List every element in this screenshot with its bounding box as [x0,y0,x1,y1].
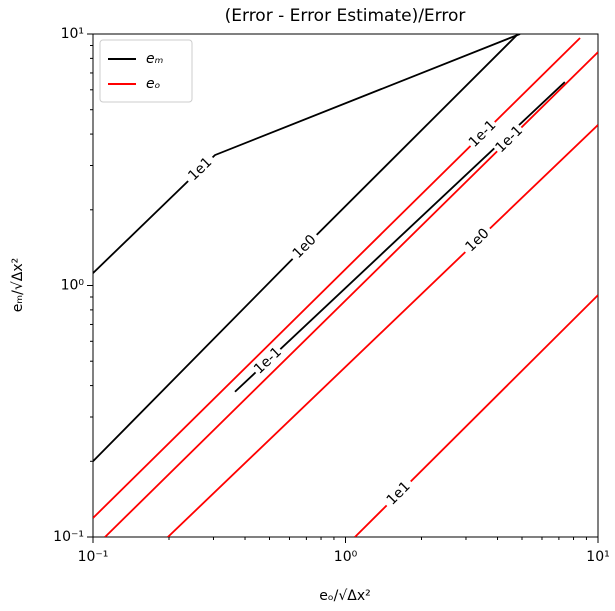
plot-frame [92,33,599,538]
legend-label: eₒ [146,76,161,92]
y-tick-label: 10¹ [61,26,84,42]
legend-label: eₘ [146,51,164,67]
contour-label-bg [490,121,528,158]
contour-label-bg [459,222,497,259]
x-tick-label: 10⁰ [334,549,358,565]
contour-label-bg [286,228,324,266]
x-tick-label: 10¹ [586,549,609,565]
contour-line [93,34,519,462]
contour-line [93,34,521,274]
y-tick-label: 10⁻¹ [53,529,84,545]
contour-line [104,51,598,537]
y-tick-label: 10⁰ [61,278,85,294]
contour-label-bg [464,115,502,153]
contour-label-bg [380,475,418,512]
contour-label-bg [249,342,287,379]
chart-title: (Error - Error Estimate)/Error [225,6,466,26]
contour-line [93,37,581,519]
y-axis-label: eₘ/√Δx² [10,258,26,312]
legend-box [99,39,193,103]
contour-line [167,124,598,537]
contour-label-bg [181,150,219,188]
x-axis-label: eₒ/√Δx² [319,588,371,604]
x-tick-label: 10⁻¹ [78,549,109,565]
